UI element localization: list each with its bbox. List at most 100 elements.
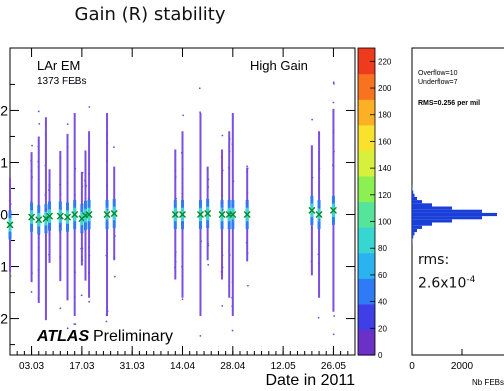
colorbar-segment xyxy=(358,334,375,341)
run-mean-marker xyxy=(46,212,54,220)
colorbar-segment xyxy=(358,257,375,264)
colorbar-tick-label: 0 xyxy=(378,351,383,360)
mean-stroke-b xyxy=(218,211,226,219)
outlier-point xyxy=(207,242,209,245)
outlier-point xyxy=(44,194,47,196)
outlier-point xyxy=(113,146,115,149)
rms-value: 2.6x10 xyxy=(418,275,467,292)
outlier-point xyxy=(181,228,184,231)
outlier-point xyxy=(181,168,184,170)
colorbar-segment xyxy=(358,242,375,249)
outlier-point xyxy=(245,202,248,205)
outlier-point xyxy=(199,334,202,337)
outlier-point xyxy=(80,231,83,234)
run-mean-marker xyxy=(42,215,50,223)
outlier-point xyxy=(84,179,86,182)
colorbar-segment xyxy=(358,216,375,223)
histogram-bar xyxy=(412,203,432,207)
outlier-point xyxy=(47,189,50,191)
y-tick-label: 1 xyxy=(0,154,8,170)
outlier-point xyxy=(246,167,249,170)
rms-annotation: rms: 2.6x10-4 xyxy=(418,250,475,294)
outlier-point xyxy=(106,208,109,211)
colorbar-segment xyxy=(358,140,375,146)
outlier-point xyxy=(66,182,69,184)
outlier-point xyxy=(88,106,91,108)
histogram-bar xyxy=(412,196,417,201)
histogram-bar xyxy=(412,187,413,191)
x-tick-label: 12.05 xyxy=(271,361,296,372)
x-tick-label: 17.03 xyxy=(69,361,94,372)
colorbar-tick-label: 180 xyxy=(378,111,392,120)
outlier-point xyxy=(181,265,183,268)
outlier-point xyxy=(81,171,84,174)
outlier-point xyxy=(73,323,76,325)
run-mean-marker xyxy=(308,206,316,214)
underflow-stat: Underflow=7 xyxy=(418,79,458,86)
outlier-point xyxy=(228,138,231,140)
colorbar-segment xyxy=(358,78,375,85)
outlier-point xyxy=(220,270,223,273)
outlier-point xyxy=(37,246,40,249)
colorbar-segment xyxy=(358,94,375,100)
outlier-point xyxy=(38,233,41,236)
colorbar-tick-label: 160 xyxy=(378,137,392,146)
colorbar-tick-label: 60 xyxy=(378,271,387,280)
colorbar-tick-label: 200 xyxy=(378,84,392,93)
histogram-x-title: Nb FEBs xyxy=(472,378,504,387)
outlier-point xyxy=(106,219,108,222)
outlier-point xyxy=(80,247,83,250)
colorbar-segment xyxy=(358,134,375,141)
outlier-point xyxy=(48,253,50,256)
colorbar-segment xyxy=(358,145,375,151)
histogram-bar xyxy=(412,225,422,229)
run-mean-marker xyxy=(6,221,14,229)
mean-stroke-b xyxy=(6,221,14,229)
outlier-point xyxy=(317,316,320,319)
outlier-point xyxy=(48,184,51,186)
outlier-point xyxy=(247,284,249,287)
outlier-point xyxy=(59,183,61,186)
outlier-point xyxy=(59,307,62,310)
mean-stroke-b xyxy=(64,213,71,221)
outlier-point xyxy=(105,133,108,136)
colorbar-tick-label: 120 xyxy=(378,191,392,200)
mean-stroke-b xyxy=(329,206,337,214)
colorbar-segment xyxy=(358,237,375,244)
outlier-point xyxy=(174,176,177,178)
outlier-point xyxy=(37,145,40,148)
outlier-point xyxy=(37,297,40,299)
mean-stroke-b xyxy=(204,209,212,217)
outlier-point xyxy=(221,169,224,172)
outlier-point xyxy=(246,199,249,202)
outlier-point xyxy=(231,296,234,299)
outlier-point xyxy=(58,230,61,233)
outlier-point xyxy=(180,151,183,154)
histogram-bar xyxy=(412,193,415,197)
outlier-point xyxy=(105,159,108,162)
run-mean-marker xyxy=(71,211,79,219)
outlier-point xyxy=(245,241,248,244)
outlier-point xyxy=(37,160,40,163)
outlier-point xyxy=(105,320,108,323)
outlier-point xyxy=(59,193,62,196)
histogram-bar xyxy=(412,235,414,239)
run-mean-marker xyxy=(85,211,93,219)
y-tick-label: -1 xyxy=(0,259,8,275)
colorbar-segment xyxy=(358,175,375,182)
colorbar-segment xyxy=(358,68,375,75)
outlier-point xyxy=(221,254,224,257)
outlier-point xyxy=(231,143,234,146)
outlier-point xyxy=(181,192,184,195)
outlier-point xyxy=(9,275,12,277)
x-axis-title: Date in 2011 xyxy=(265,372,355,389)
outlier-point xyxy=(48,185,51,188)
colorbar-tick-label: 40 xyxy=(378,298,387,307)
outlier-point xyxy=(31,272,33,275)
outlier-point xyxy=(87,271,90,274)
colorbar-segment xyxy=(358,109,375,116)
colorbar-segment xyxy=(358,298,375,305)
outlier-point xyxy=(80,294,83,297)
outlier-point xyxy=(30,170,33,172)
outlier-point xyxy=(9,203,12,206)
